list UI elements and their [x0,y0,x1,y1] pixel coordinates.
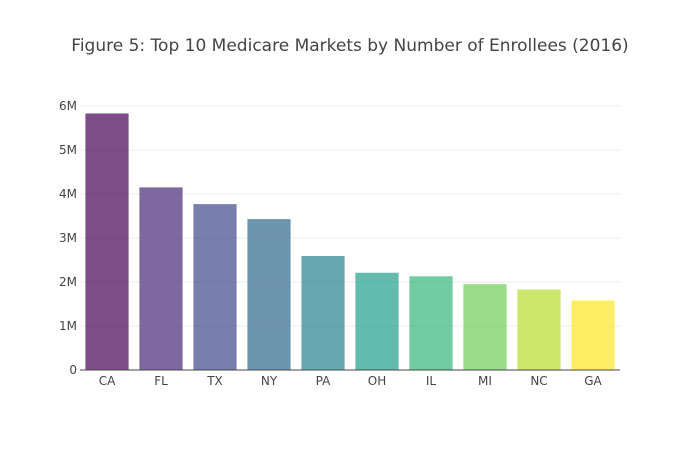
bar-ga[interactable] [571,300,615,370]
y-axis-ticks: 0 1M 2M 3M 4M 5M 6M [59,99,77,377]
y-tick-label: 2M [59,275,77,289]
x-tick-label: PA [316,374,331,388]
y-tick-label: 6M [59,99,77,113]
bar-oh[interactable] [355,272,399,370]
bars [85,113,615,370]
y-tick-label: 5M [59,143,77,157]
bar-ca[interactable] [85,113,129,370]
y-tick-label: 4M [59,187,77,201]
x-tick-label: OH [368,374,386,388]
bar-mi[interactable] [463,284,507,370]
x-tick-label: MI [478,374,492,388]
x-tick-label: IL [426,374,437,388]
x-tick-label: CA [99,374,116,388]
bar-tx[interactable] [193,204,237,370]
x-tick-label: NY [261,374,278,388]
x-tick-label: GA [584,374,602,388]
chart-title: Figure 5: Top 10 Medicare Markets by Num… [71,36,628,56]
bar-il[interactable] [409,276,453,370]
bar-nc[interactable] [517,289,561,370]
x-tick-label: FL [154,374,168,388]
x-tick-label: NC [530,374,547,388]
y-tick-label: 1M [59,319,77,333]
bar-fl[interactable] [139,187,183,370]
y-tick-label: 3M [59,231,77,245]
y-tick-label: 0 [69,363,77,377]
x-axis-ticks: CA FL TX NY PA OH IL MI NC GA [99,374,603,388]
bar-ny[interactable] [247,219,291,370]
x-tick-label: TX [206,374,223,388]
bar-pa[interactable] [301,256,345,370]
